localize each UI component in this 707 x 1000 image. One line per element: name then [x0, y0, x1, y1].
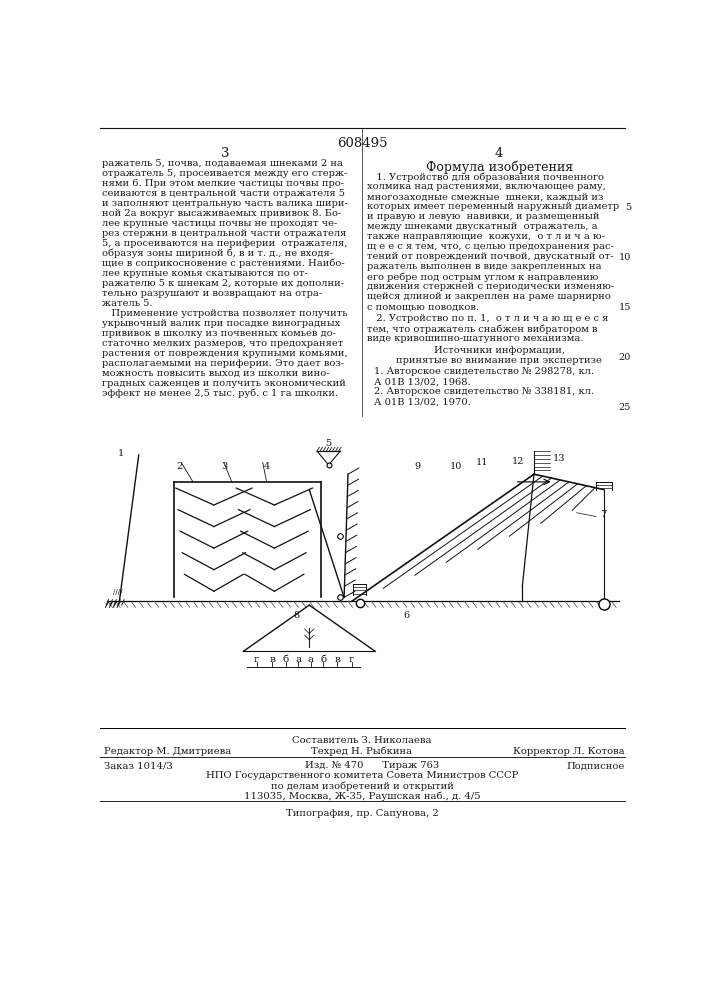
Text: растения от повреждения крупными комьями,: растения от повреждения крупными комьями…	[103, 349, 348, 358]
Text: с помощью поводков.: с помощью поводков.	[368, 302, 479, 311]
Text: 25: 25	[619, 403, 631, 412]
Text: 1. Устройство для образования почвенного: 1. Устройство для образования почвенного	[368, 172, 604, 182]
Text: в: в	[334, 654, 340, 664]
Text: 10: 10	[450, 462, 462, 471]
Text: Редактор М. Дмитриева: Редактор М. Дмитриева	[104, 747, 231, 756]
Text: располагаемыми на периферии. Это дает воз-: располагаемыми на периферии. Это дает во…	[103, 359, 344, 368]
Text: 20: 20	[619, 353, 631, 362]
Text: 4: 4	[264, 462, 270, 471]
Text: принятые во внимание при экспертизе: принятые во внимание при экспертизе	[396, 356, 602, 365]
Text: ражатель выполнен в виде закрепленных на: ражатель выполнен в виде закрепленных на	[368, 262, 602, 271]
Text: Изд. № 470      Тираж 763: Изд. № 470 Тираж 763	[305, 761, 440, 770]
Text: 7: 7	[600, 510, 606, 519]
Text: Корректор Л. Котова: Корректор Л. Котова	[513, 747, 625, 756]
Text: 8: 8	[293, 611, 299, 620]
Text: г: г	[254, 654, 259, 664]
Text: А 01В 13/02, 1970.: А 01В 13/02, 1970.	[373, 397, 470, 406]
Text: тельно разрушают и возвращают на отра-: тельно разрушают и возвращают на отра-	[103, 289, 322, 298]
Text: виде кривошипно-шатунного механизма.: виде кривошипно-шатунного механизма.	[368, 334, 584, 343]
Text: градных саженцев и получить экономический: градных саженцев и получить экономически…	[103, 379, 346, 388]
Text: лее крупные частицы почвы не проходят че-: лее крупные частицы почвы не проходят че…	[103, 219, 338, 228]
Text: и заполняют центральную часть валика шири-: и заполняют центральную часть валика шир…	[103, 199, 349, 208]
Text: укрывочный валик при посадке виноградных: укрывочный валик при посадке виноградных	[103, 319, 341, 328]
Text: г: г	[349, 654, 355, 664]
Text: холмика над растениями, включающее раму,: холмика над растениями, включающее раму,	[368, 182, 606, 191]
Text: которых имеет переменный наружный диаметр: которых имеет переменный наружный диамет…	[368, 202, 619, 211]
Text: тем, что отражатель снабжен вибратором в: тем, что отражатель снабжен вибратором в	[368, 324, 598, 334]
Text: также направляющие  кожухи,  о т л и ч а ю-: также направляющие кожухи, о т л и ч а ю…	[368, 232, 605, 241]
Text: 3: 3	[221, 147, 230, 160]
Text: можность повысить выход из школки вино-: можность повысить выход из школки вино-	[103, 369, 330, 378]
Text: отражатель 5, просеивается между его стерж-: отражатель 5, просеивается между его сте…	[103, 169, 348, 178]
Text: нями 6. При этом мелкие частицы почвы про-: нями 6. При этом мелкие частицы почвы пр…	[103, 179, 344, 188]
Text: прививок в школку из почвенных комьев до-: прививок в школку из почвенных комьев до…	[103, 329, 337, 338]
Text: 4: 4	[495, 147, 503, 160]
Text: ражатель 5, почва, подаваемая шнеками 2 на: ражатель 5, почва, подаваемая шнеками 2 …	[103, 158, 344, 167]
Text: щейся длиной и закреплен на раме шарнирно: щейся длиной и закреплен на раме шарнирн…	[368, 292, 612, 301]
Text: б: б	[320, 654, 327, 664]
Text: щ е е с я тем, что, с целью предохранения рас-: щ е е с я тем, что, с целью предохранени…	[368, 242, 614, 251]
Text: Источники информации,: Источники информации,	[433, 346, 565, 355]
Text: Заказ 1014/3: Заказ 1014/3	[104, 761, 173, 770]
Text: 113035, Москва, Ж-35, Раушская наб., д. 4/5: 113035, Москва, Ж-35, Раушская наб., д. …	[244, 791, 480, 801]
Text: 10: 10	[619, 253, 631, 262]
Text: щие в соприкосновение с растениями. Наибо-: щие в соприкосновение с растениями. Наиб…	[103, 259, 345, 268]
Text: многозаходные смежные  шнеки, каждый из: многозаходные смежные шнеки, каждый из	[368, 192, 604, 201]
Text: образуя зоны шириной б, в и т. д., не входя-: образуя зоны шириной б, в и т. д., не вх…	[103, 249, 334, 258]
Text: 2. Устройство по п. 1,  о т л и ч а ю щ е е с я: 2. Устройство по п. 1, о т л и ч а ю щ е…	[368, 314, 609, 323]
Text: по делам изобретений и открытий: по делам изобретений и открытий	[271, 781, 453, 791]
Text: Подписное: Подписное	[566, 761, 625, 770]
Text: 12: 12	[513, 457, 525, 466]
Text: ной 2а вокруг высаживаемых прививок 8. Бо-: ной 2а вокруг высаживаемых прививок 8. Б…	[103, 209, 341, 218]
Text: Формула изобретения: Формула изобретения	[426, 160, 573, 174]
Text: жатель 5.: жатель 5.	[103, 299, 153, 308]
Text: в: в	[269, 654, 275, 664]
Text: 5: 5	[625, 203, 631, 212]
Text: лее крупные комья скатываются по от-: лее крупные комья скатываются по от-	[103, 269, 308, 278]
Text: эффект не менее 2,5 тыс. руб. с 1 га школки.: эффект не менее 2,5 тыс. руб. с 1 га шко…	[103, 389, 339, 398]
Text: сеиваются в центральной части отражателя 5: сеиваются в центральной части отражателя…	[103, 189, 345, 198]
Text: а: а	[308, 654, 314, 664]
Text: 13: 13	[553, 454, 565, 463]
Text: 1: 1	[118, 449, 124, 458]
Text: б: б	[283, 654, 289, 664]
Text: 15: 15	[619, 303, 631, 312]
Text: Типография, пр. Сапунова, 2: Типография, пр. Сапунова, 2	[286, 809, 438, 818]
Text: 3: 3	[221, 462, 227, 471]
Text: Применение устройства позволяет получить: Применение устройства позволяет получить	[103, 309, 348, 318]
Text: А 01В 13/02, 1968.: А 01В 13/02, 1968.	[373, 377, 470, 386]
Text: 2. Авторское свидетельство № 338181, кл.: 2. Авторское свидетельство № 338181, кл.	[373, 387, 594, 396]
Text: 5: 5	[325, 439, 332, 448]
Text: и правую и левую  навивки, и размещенный: и правую и левую навивки, и размещенный	[368, 212, 600, 221]
Text: 2: 2	[176, 462, 182, 471]
Text: статочно мелких размеров, что предохраняет: статочно мелких размеров, что предохраня…	[103, 339, 344, 348]
Text: Техред Н. Рыбкина: Техред Н. Рыбкина	[311, 747, 412, 756]
Text: а: а	[296, 654, 301, 664]
Text: 9: 9	[415, 462, 421, 471]
Text: 11: 11	[476, 458, 489, 467]
Text: рез стержни в центральной части отражателя: рез стержни в центральной части отражате…	[103, 229, 346, 238]
Text: движения стержней с периодически изменяю-: движения стержней с периодически изменяю…	[368, 282, 614, 291]
Text: между шнеками двускатный  отражатель, а: между шнеками двускатный отражатель, а	[368, 222, 598, 231]
Text: ////: ////	[113, 589, 122, 595]
Text: тений от повреждений почвой, двускатный от-: тений от повреждений почвой, двускатный …	[368, 252, 614, 261]
Text: его ребре под острым углом к направлению: его ребре под острым углом к направлению	[368, 272, 599, 282]
Text: НПО Государственного комитета Совета Министров СССР: НПО Государственного комитета Совета Мин…	[206, 771, 518, 780]
Text: 1. Авторское свидетельство № 298278, кл.: 1. Авторское свидетельство № 298278, кл.	[373, 367, 594, 376]
Text: 6: 6	[403, 611, 409, 620]
Text: 608495: 608495	[337, 137, 387, 150]
Text: Составитель З. Николаева: Составитель З. Николаева	[292, 736, 432, 745]
Text: 5, а просеиваются на периферии  отражателя,: 5, а просеиваются на периферии отражател…	[103, 239, 348, 248]
Text: ражателю 5 к шнекам 2, которые их дополни-: ражателю 5 к шнекам 2, которые их дополн…	[103, 279, 344, 288]
